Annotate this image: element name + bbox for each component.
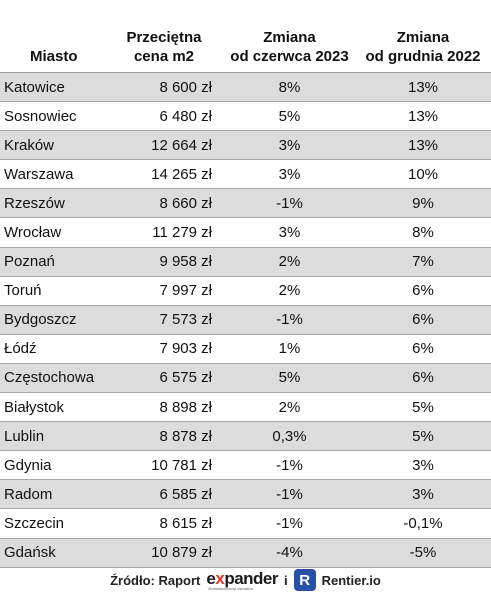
table-row: Toruń 7 997 zł 2% 6% xyxy=(0,276,491,306)
city-cell: Częstochowa xyxy=(4,369,95,387)
price-table: Miasto Przeciętna cena m2 Zmiana od czerwc… xyxy=(0,0,491,568)
city-cell: Toruń xyxy=(4,282,42,300)
change-december-cell: 8% xyxy=(412,224,434,242)
price-cell: 8 878 zł xyxy=(159,427,212,445)
table-row: Łódź 7 903 zł 1% 6% xyxy=(0,334,491,364)
price-table-container: Miasto Przeciętna cena m2 Zmiana od czerwc… xyxy=(0,0,491,568)
source-footer: Źródło: Raport expander Doświadczony dor… xyxy=(0,563,491,597)
change-december-cell: 7% xyxy=(412,253,434,271)
price-cell: 8 660 zł xyxy=(159,194,212,212)
table-row: Katowice 8 600 zł 8% 13% xyxy=(0,72,491,102)
header-change-june: Zmiana od czerwca 2023 xyxy=(230,29,349,65)
city-cell: Szczecin xyxy=(4,514,65,532)
expander-logo: expander Doświadczony doradca xyxy=(206,568,278,591)
city-cell: Wrocław xyxy=(4,224,62,242)
change-june-cell: 0,3% xyxy=(272,427,307,445)
city-cell: Białystok xyxy=(4,398,65,416)
table-row: Białystok 8 898 zł 2% 5% xyxy=(0,392,491,422)
change-december-cell: -5% xyxy=(409,544,437,562)
price-cell: 6 480 zł xyxy=(159,107,212,125)
price-cell: 6 585 zł xyxy=(159,485,212,503)
table-row: Gdynia 10 781 zł -1% 3% xyxy=(0,450,491,480)
table-row: Sosnowiec 6 480 zł 5% 13% xyxy=(0,101,491,131)
city-cell: Poznań xyxy=(4,253,55,271)
change-june-cell: 2% xyxy=(278,398,301,416)
change-june-cell: 5% xyxy=(278,107,301,125)
city-cell: Radom xyxy=(4,485,53,503)
table-row: Gdańsk 10 879 zł -4% -5% xyxy=(0,538,491,568)
change-june-cell: -1% xyxy=(276,194,303,212)
table-row: Szczecin 8 615 zł -1% -0,1% xyxy=(0,508,491,538)
table-row: Częstochowa 6 575 zł 5% 6% xyxy=(0,363,491,393)
city-cell: Kraków xyxy=(4,136,55,154)
table-header-row: Miasto Przeciętna cena m2 Zmiana od czerwc… xyxy=(0,0,491,73)
price-cell: 9 958 zł xyxy=(159,253,212,271)
table-row: Bydgoszcz 7 573 zł -1% 6% xyxy=(0,305,491,335)
conjunction-text: i xyxy=(284,572,288,588)
table-row: Wrocław 11 279 zł 3% 8% xyxy=(0,217,491,248)
change-june-cell: -1% xyxy=(276,514,303,532)
change-june-cell: 3% xyxy=(278,165,301,183)
price-cell: 8 600 zł xyxy=(159,78,212,96)
table-row: Rzeszów 8 660 zł -1% 9% xyxy=(0,188,491,218)
change-june-cell: -1% xyxy=(276,485,303,503)
price-cell: 8 615 zł xyxy=(159,514,212,532)
change-june-cell: 1% xyxy=(278,340,301,358)
change-june-cell: 8% xyxy=(278,78,301,96)
city-cell: Katowice xyxy=(4,78,65,96)
price-cell: 10 781 zł xyxy=(151,456,212,474)
table-row: Lublin 8 878 zł 0,3% 5% xyxy=(0,421,491,451)
price-cell: 8 898 zł xyxy=(159,398,212,416)
change-june-cell: -1% xyxy=(276,456,303,474)
rentier-logo-icon: R xyxy=(293,569,316,591)
change-december-cell: 3% xyxy=(412,456,434,474)
price-cell: 14 265 zł xyxy=(151,165,212,183)
price-cell: 10 879 zł xyxy=(151,544,212,562)
price-cell: 11 279 zł xyxy=(152,224,212,242)
source-label: Źródło: Raport xyxy=(110,572,201,588)
change-june-cell: 2% xyxy=(278,253,301,271)
table-row: Kraków 12 664 zł 3% 13% xyxy=(0,130,491,160)
city-cell: Gdynia xyxy=(4,456,52,474)
table-row: Warszawa 14 265 zł 3% 10% xyxy=(0,159,491,189)
change-june-cell: -4% xyxy=(276,544,303,562)
change-december-cell: 6% xyxy=(412,340,434,358)
change-june-cell: 2% xyxy=(278,282,301,300)
change-december-cell: 5% xyxy=(412,398,434,416)
city-cell: Lublin xyxy=(4,427,45,445)
table-row: Poznań 9 958 zł 2% 7% xyxy=(0,247,491,277)
header-city: Miasto xyxy=(30,48,78,65)
change-december-cell: 13% xyxy=(407,107,439,125)
city-cell: Bydgoszcz xyxy=(4,311,77,329)
change-december-cell: 9% xyxy=(412,194,434,212)
header-price: Przeciętna cena m2 xyxy=(126,29,202,65)
city-cell: Warszawa xyxy=(4,165,74,183)
change-december-cell: 6% xyxy=(412,369,434,387)
price-cell: 6 575 zł xyxy=(159,369,212,387)
table-row: Radom 6 585 zł -1% 3% xyxy=(0,479,491,509)
city-cell: Sosnowiec xyxy=(4,107,77,125)
price-cell: 7 573 zł xyxy=(159,311,212,329)
city-cell: Łódź xyxy=(4,340,37,358)
change-december-cell: 10% xyxy=(407,165,439,183)
rentier-label: Rentier.io xyxy=(321,572,381,588)
change-june-cell: 3% xyxy=(278,224,301,242)
header-change-december: Zmiana od grudnia 2022 xyxy=(365,29,481,65)
change-december-cell: 3% xyxy=(412,485,434,503)
change-june-cell: 3% xyxy=(278,136,301,154)
change-june-cell: -1% xyxy=(276,311,303,329)
change-december-cell: 5% xyxy=(412,427,434,445)
change-december-cell: 13% xyxy=(407,136,439,154)
change-december-cell: 6% xyxy=(412,311,434,329)
change-december-cell: -0,1% xyxy=(403,514,443,532)
city-cell: Rzeszów xyxy=(4,194,65,212)
price-cell: 12 664 zł xyxy=(151,136,212,154)
price-cell: 7 903 zł xyxy=(159,340,212,358)
change-december-cell: 13% xyxy=(407,78,439,96)
price-cell: 7 997 zł xyxy=(159,282,212,300)
city-cell: Gdańsk xyxy=(4,544,56,562)
change-december-cell: 6% xyxy=(412,282,434,300)
change-june-cell: 5% xyxy=(278,369,301,387)
